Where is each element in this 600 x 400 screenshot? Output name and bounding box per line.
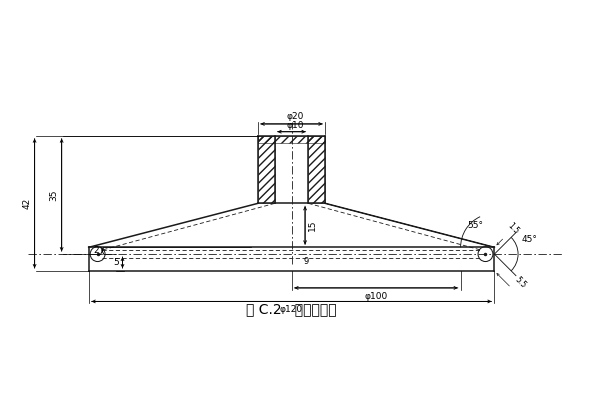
Text: 5: 5 — [113, 258, 119, 267]
Text: φ120: φ120 — [280, 306, 303, 314]
Text: 15: 15 — [308, 220, 317, 231]
Text: φ20: φ20 — [286, 112, 304, 121]
Text: 35: 35 — [49, 189, 58, 201]
Text: 42: 42 — [22, 198, 31, 209]
Text: 1.5: 1.5 — [506, 221, 521, 236]
Text: φ100: φ100 — [364, 292, 388, 301]
Text: 9: 9 — [304, 257, 308, 266]
Text: 2: 2 — [93, 246, 99, 255]
Text: φ10: φ10 — [286, 121, 304, 130]
Text: 45°: 45° — [521, 235, 538, 244]
Text: 图 C.2   密封锥形体: 图 C.2 密封锥形体 — [246, 303, 337, 317]
Text: 55°: 55° — [467, 222, 484, 230]
Text: 5.5: 5.5 — [513, 275, 528, 290]
